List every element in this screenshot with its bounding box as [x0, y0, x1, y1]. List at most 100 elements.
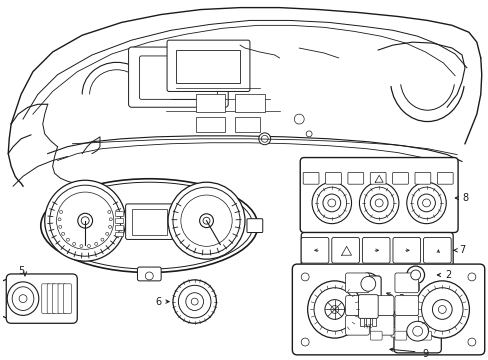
FancyBboxPatch shape: [358, 295, 377, 318]
Bar: [115, 218, 122, 223]
FancyBboxPatch shape: [137, 267, 161, 281]
Ellipse shape: [437, 306, 446, 314]
FancyBboxPatch shape: [301, 238, 328, 263]
Ellipse shape: [374, 199, 382, 207]
FancyBboxPatch shape: [355, 276, 380, 316]
Ellipse shape: [414, 281, 468, 338]
Ellipse shape: [322, 194, 340, 212]
Ellipse shape: [87, 244, 90, 248]
FancyBboxPatch shape: [345, 296, 368, 315]
FancyBboxPatch shape: [139, 56, 217, 99]
Ellipse shape: [301, 338, 308, 346]
Ellipse shape: [145, 272, 153, 280]
Ellipse shape: [406, 266, 424, 284]
Ellipse shape: [412, 326, 422, 336]
Ellipse shape: [78, 213, 92, 228]
Text: 8: 8: [454, 193, 467, 203]
Ellipse shape: [61, 232, 64, 235]
FancyBboxPatch shape: [392, 172, 407, 184]
FancyBboxPatch shape: [436, 172, 452, 184]
FancyBboxPatch shape: [390, 323, 400, 337]
Bar: [115, 225, 122, 230]
Text: 6: 6: [155, 297, 169, 307]
Ellipse shape: [330, 306, 338, 314]
Ellipse shape: [311, 182, 351, 224]
Ellipse shape: [59, 225, 61, 228]
Ellipse shape: [421, 288, 462, 331]
Ellipse shape: [301, 273, 308, 281]
Ellipse shape: [57, 192, 114, 249]
Ellipse shape: [60, 211, 62, 213]
Ellipse shape: [360, 276, 375, 291]
Text: 9: 9: [422, 349, 427, 359]
Ellipse shape: [357, 273, 378, 295]
Ellipse shape: [107, 211, 110, 213]
FancyBboxPatch shape: [53, 284, 61, 314]
Ellipse shape: [316, 187, 346, 219]
Ellipse shape: [307, 281, 361, 338]
Ellipse shape: [431, 300, 451, 319]
Ellipse shape: [199, 214, 213, 228]
Ellipse shape: [327, 199, 335, 207]
Ellipse shape: [173, 280, 216, 323]
Ellipse shape: [406, 182, 446, 224]
Text: 7: 7: [452, 245, 465, 255]
Bar: [360, 318, 364, 326]
FancyBboxPatch shape: [369, 296, 393, 315]
Ellipse shape: [41, 179, 257, 273]
FancyBboxPatch shape: [392, 238, 420, 263]
Text: 4: 4: [383, 321, 396, 331]
Ellipse shape: [185, 293, 203, 310]
Ellipse shape: [44, 180, 125, 261]
Bar: [235, 94, 264, 112]
FancyBboxPatch shape: [128, 47, 228, 107]
FancyBboxPatch shape: [362, 238, 389, 263]
Bar: [412, 284, 418, 290]
FancyBboxPatch shape: [325, 172, 341, 184]
Ellipse shape: [410, 270, 420, 280]
FancyBboxPatch shape: [394, 296, 418, 315]
FancyBboxPatch shape: [394, 331, 406, 340]
Bar: [195, 117, 225, 132]
Bar: [131, 209, 167, 234]
Ellipse shape: [178, 285, 210, 318]
FancyBboxPatch shape: [345, 273, 368, 293]
FancyBboxPatch shape: [300, 158, 457, 233]
FancyBboxPatch shape: [331, 238, 359, 263]
Ellipse shape: [173, 187, 240, 254]
Ellipse shape: [305, 131, 311, 137]
Ellipse shape: [58, 218, 61, 221]
FancyBboxPatch shape: [47, 284, 55, 314]
Ellipse shape: [45, 182, 252, 269]
FancyBboxPatch shape: [423, 238, 450, 263]
Ellipse shape: [191, 298, 198, 305]
Ellipse shape: [406, 321, 427, 341]
Ellipse shape: [95, 242, 98, 246]
Ellipse shape: [80, 244, 82, 248]
Bar: [115, 231, 122, 237]
Ellipse shape: [12, 287, 34, 310]
Text: A/C: A/C: [363, 324, 372, 329]
Bar: [366, 318, 369, 326]
FancyBboxPatch shape: [394, 315, 418, 335]
Ellipse shape: [467, 338, 475, 346]
FancyBboxPatch shape: [125, 204, 173, 239]
Ellipse shape: [324, 300, 344, 319]
Ellipse shape: [81, 217, 89, 225]
FancyBboxPatch shape: [292, 264, 484, 355]
FancyBboxPatch shape: [246, 219, 262, 233]
Bar: [235, 117, 259, 132]
Ellipse shape: [181, 195, 232, 246]
Text: 3: 3: [386, 293, 403, 303]
FancyBboxPatch shape: [303, 172, 318, 184]
Ellipse shape: [422, 199, 429, 207]
FancyBboxPatch shape: [419, 331, 430, 340]
FancyBboxPatch shape: [369, 315, 393, 335]
FancyBboxPatch shape: [63, 284, 71, 314]
Bar: [195, 94, 225, 112]
Text: 5: 5: [18, 266, 24, 276]
Ellipse shape: [261, 135, 267, 142]
Ellipse shape: [108, 225, 111, 228]
Ellipse shape: [109, 218, 112, 221]
FancyBboxPatch shape: [6, 274, 77, 323]
